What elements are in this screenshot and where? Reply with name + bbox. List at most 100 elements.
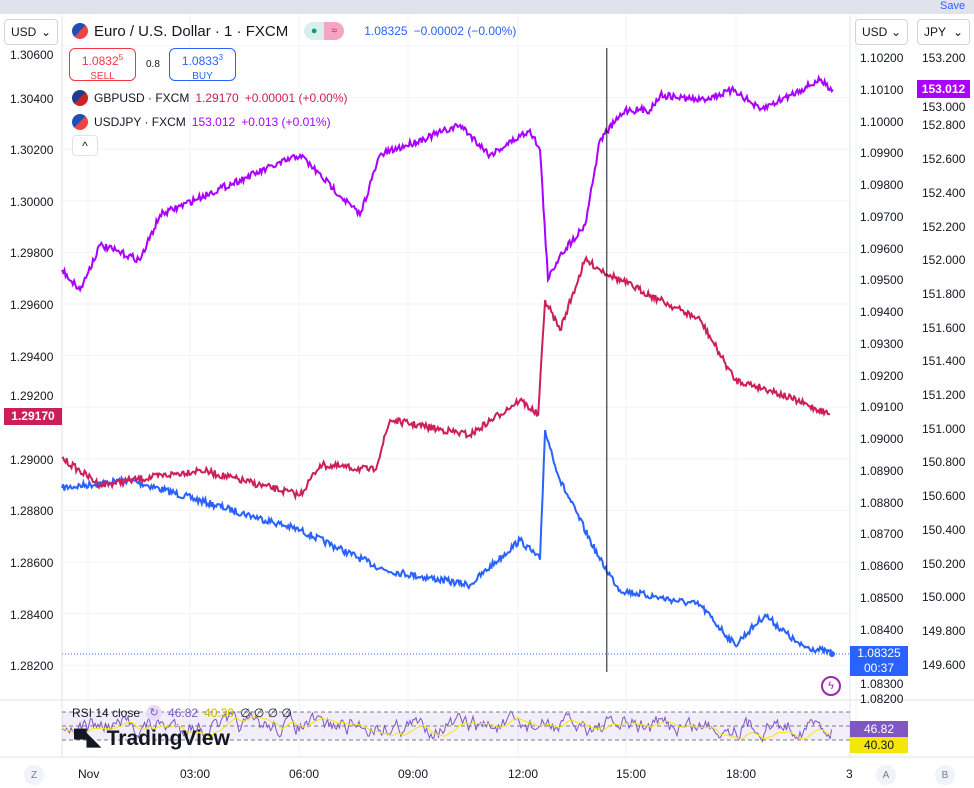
tradingview-logo[interactable]: ▀◣ TradingView: [74, 727, 230, 751]
right-axis-label: 1.09000: [860, 432, 904, 446]
compare-price: 153.012: [191, 115, 236, 129]
jpy-axis-label: 152.400: [922, 185, 966, 200]
right-axis-label: 1.10200: [860, 51, 904, 65]
compare-price: 1.29170: [195, 91, 239, 105]
jpy-axis-label: 151.400: [922, 354, 966, 369]
spread-value: 0.8: [146, 59, 160, 70]
jpy-axis-label: 149.600: [922, 657, 966, 672]
left-axis-label: 1.28600: [10, 556, 54, 570]
right-axis-label: 1.09600: [860, 241, 904, 256]
jpy-axis-label: 150.800: [922, 455, 966, 470]
right-axis-label: 1.08600: [860, 559, 904, 573]
sell-label: SELL: [90, 71, 115, 82]
compare-symbol: GBPUSD · FXCM: [94, 91, 190, 105]
left-currency-select[interactable]: USD ⌄: [4, 19, 58, 45]
jpy-axis-label: 152.600: [922, 152, 966, 167]
save-button[interactable]: Save: [940, 0, 966, 12]
left-axis-label: 1.30200: [10, 143, 54, 158]
market-open-dot-icon: ●: [304, 22, 325, 40]
left-axis-label: 1.29000: [10, 452, 54, 467]
time-axis-label: Nov: [78, 767, 100, 781]
left-axis-label: 1.29600: [10, 298, 54, 312]
currency-label: USD: [862, 25, 888, 39]
time-axis-label: 09:00: [398, 767, 429, 781]
time-axis-label: 15:00: [616, 767, 647, 781]
buy-label: BUY: [192, 71, 213, 82]
sell-button[interactable]: 1.08325 SELL: [69, 48, 136, 82]
top-toolbar-strip: [0, 0, 974, 14]
timezone-button[interactable]: Z: [24, 765, 44, 785]
jpy-axis-label: 149.800: [922, 623, 966, 638]
right-axis-label: 1.09400: [860, 305, 904, 319]
right-axis-label: 1.09100: [860, 400, 904, 415]
tv-logo-icon: ▀◣: [74, 729, 101, 749]
compare-change: +0.013 (+0.01%): [241, 115, 331, 129]
jpy-axis-label: 151.200: [922, 388, 966, 402]
rsi-empty-values: ∅ ∅ ∅ ∅: [240, 706, 292, 720]
jpy-axis-label: 152.200: [922, 219, 966, 234]
right-axis-label: 1.09200: [860, 368, 904, 383]
symbol-title: Euro / U.S. Dollar · 1 · FXCM: [94, 22, 289, 40]
symbol-price: 1.08325: [364, 24, 408, 38]
jpy-axis-label: 150.200: [922, 556, 966, 571]
right-axis-label: 1.09700: [860, 209, 904, 224]
rsi-ma-line: [61, 715, 832, 741]
eurusd-price: 1.08325: [857, 646, 901, 660]
right-axis-label: 1.10100: [860, 82, 904, 97]
lightning-icon[interactable]: ϟ: [821, 676, 841, 696]
refresh-icon[interactable]: ↻: [146, 705, 163, 721]
buy-price: 1.0833: [181, 54, 219, 68]
compare-legend-gbpusd[interactable]: GBPUSD · FXCM 1.29170 +0.00001 (+0.00%): [72, 90, 347, 106]
right-axis-label: 1.08500: [860, 590, 904, 605]
jpy-axis-label: 152.000: [922, 253, 966, 268]
symbol-change: −0.00002 (−0.00%): [413, 24, 517, 38]
jpy-axis-label: 151.800: [922, 286, 966, 301]
buy-button[interactable]: 1.08333 BUY: [169, 48, 236, 82]
usdjpy-price-tag: 153.012: [917, 80, 970, 98]
right-currency-select-2[interactable]: JPY ⌄: [917, 19, 970, 45]
time-axis-label: 03:00: [180, 767, 211, 781]
chevron-down-icon: ⌄: [40, 25, 51, 39]
jpy-axis-label: 151.600: [922, 320, 966, 335]
last-price-dot: [829, 651, 835, 657]
chevron-up-icon: ^: [82, 139, 88, 153]
time-axis-label: 06:00: [289, 767, 320, 781]
right-axis-label: 1.09500: [860, 273, 904, 288]
series-line-eurusd: [61, 429, 834, 658]
rsi-value-tag: 46.82: [850, 721, 908, 737]
jpy-axis-label: 153.200: [922, 51, 966, 65]
left-axis-label: 1.30000: [10, 194, 54, 209]
compare-symbol: USDJPY · FXCM: [94, 115, 186, 129]
main-symbol-legend[interactable]: Euro / U.S. Dollar · 1 · FXCM ● ≈ 1.08325…: [72, 22, 516, 40]
right-axis-label: 1.08300: [860, 677, 904, 691]
approx-icon: ≈: [324, 22, 345, 40]
right-axis-label: 1.09900: [860, 146, 904, 161]
status-pill[interactable]: ● ≈: [304, 22, 345, 40]
eurusd-price-tag: 1.08325 00:37: [850, 646, 908, 676]
gbpusd-price-tag: 1.29170: [4, 408, 62, 425]
auto-scale-button[interactable]: A: [876, 765, 896, 785]
left-axis-label: 1.28800: [10, 504, 54, 519]
right-currency-select-1[interactable]: USD ⌄: [855, 19, 908, 45]
rsi-value: 46.82: [168, 706, 199, 720]
right-axis-label: 1.09800: [860, 178, 904, 192]
left-axis-label: 1.28200: [10, 659, 54, 674]
currency-label: USD: [11, 25, 37, 39]
left-axis-label: 1.29800: [10, 246, 54, 261]
right-axis-label: 1.08200: [860, 692, 904, 706]
chevron-down-icon: ⌄: [952, 25, 963, 39]
right-axis-label: 1.08700: [860, 527, 904, 542]
rsi-legend[interactable]: RSI 14 close ↻ 46.82 40.30 ∅ ∅ ∅ ∅: [72, 705, 292, 721]
log-scale-button[interactable]: B: [935, 765, 955, 785]
time-axis-label: 3: [846, 767, 853, 781]
usdjpy-flag-icon: [72, 114, 88, 130]
time-axis-label: 18:00: [726, 767, 757, 781]
compare-legend-usdjpy[interactable]: USDJPY · FXCM 153.012 +0.013 (+0.01%): [72, 114, 331, 130]
gbpusd-flag-icon: [72, 90, 88, 106]
series-line-usdjpy: [61, 74, 834, 293]
sell-price: 1.0832: [81, 54, 119, 68]
collapse-legend-button[interactable]: ^: [72, 135, 98, 156]
right-axis-label: 1.08400: [860, 622, 904, 637]
time-axis-label: 12:00: [508, 767, 539, 781]
